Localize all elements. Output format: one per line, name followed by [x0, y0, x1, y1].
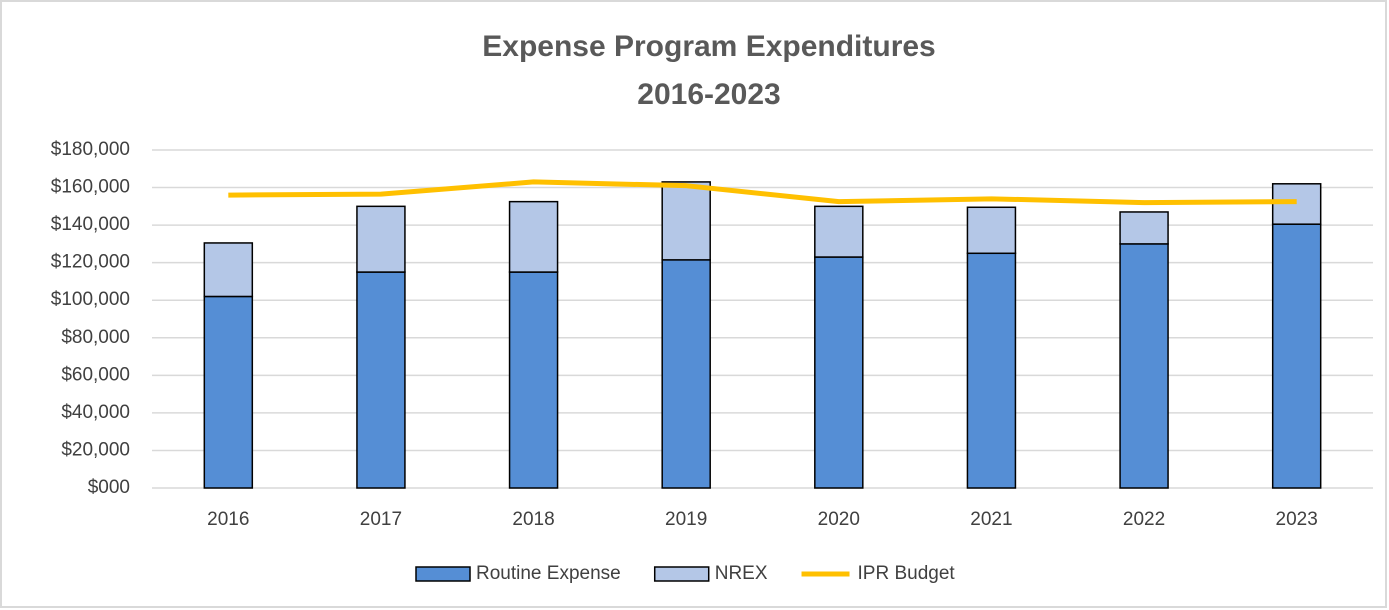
legend-swatch — [415, 566, 471, 582]
bar — [508, 200, 559, 273]
y-tick-label: $20,000 — [61, 439, 130, 460]
bar — [1119, 211, 1169, 245]
chart-title: 2016-2023 — [637, 78, 780, 111]
legend-label: Routine Expense — [476, 563, 621, 584]
bar — [356, 205, 406, 273]
x-tick-label: 2023 — [1276, 509, 1318, 530]
y-tick-label: $80,000 — [61, 327, 130, 348]
x-tick-label: 2016 — [207, 509, 249, 530]
x-tick-label: 2019 — [665, 509, 707, 530]
x-tick-label: 2018 — [512, 509, 554, 530]
x-tick-label: 2022 — [1123, 509, 1165, 530]
legend-label: IPR Budget — [858, 563, 956, 584]
legend-label: NREX — [715, 563, 768, 584]
y-tick-label: $140,000 — [51, 214, 130, 235]
bar — [356, 271, 406, 489]
y-tick-label: $180,000 — [51, 139, 130, 160]
bar — [203, 242, 254, 298]
bar — [508, 271, 559, 489]
y-tick-label: $120,000 — [51, 252, 130, 273]
chart-title: Expense Program Expenditures — [482, 30, 936, 63]
bar — [661, 181, 711, 261]
bar — [814, 205, 864, 258]
x-tick-label: 2020 — [818, 509, 860, 530]
bar — [661, 259, 711, 489]
bar — [1119, 243, 1169, 489]
x-tick-label: 2017 — [360, 509, 402, 530]
y-tick-label: $160,000 — [51, 177, 130, 198]
line — [228, 179, 1297, 206]
bar — [966, 206, 1017, 255]
bar — [1271, 223, 1322, 489]
bar — [203, 295, 254, 489]
x-tick-label: 2021 — [970, 509, 1012, 530]
legend-swatch — [653, 566, 710, 582]
bar — [966, 252, 1017, 489]
y-tick-label: $000 — [88, 477, 130, 498]
y-tick-label: $40,000 — [61, 402, 130, 423]
y-tick-label: $100,000 — [51, 289, 130, 310]
bar — [814, 256, 864, 489]
y-tick-label: $60,000 — [61, 364, 130, 385]
